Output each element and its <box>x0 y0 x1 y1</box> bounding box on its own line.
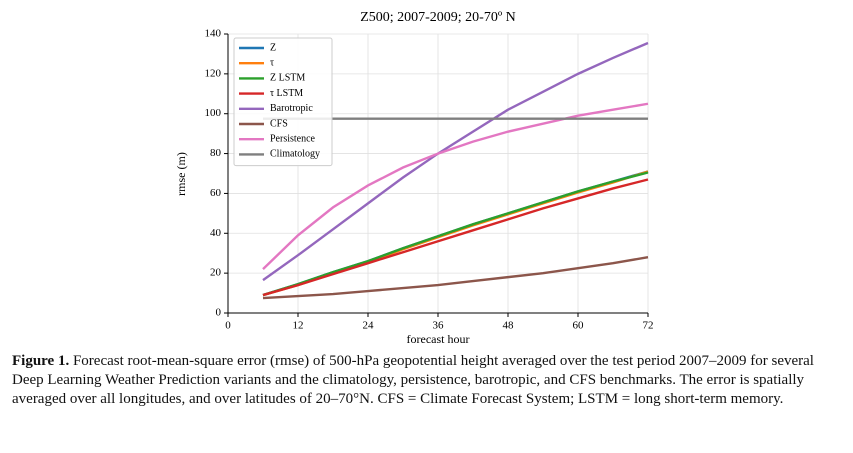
x-tick-label: 48 <box>503 320 515 332</box>
legend-label: τ <box>270 57 274 68</box>
y-tick-label: 80 <box>210 147 222 159</box>
x-axis-label: forecast hour <box>407 332 470 345</box>
y-axis-label: rmse (m) <box>174 152 188 196</box>
legend-label: Z <box>270 42 276 53</box>
y-tick-label: 120 <box>205 67 222 79</box>
series-line <box>262 41 649 282</box>
caption-label: Figure 1. <box>12 353 70 369</box>
y-tick-label: 100 <box>205 107 222 119</box>
legend-label: Barotropic <box>270 103 313 114</box>
legend-label: τ LSTM <box>270 88 303 99</box>
legend-box <box>233 37 333 167</box>
legend-label: Persistence <box>270 133 316 144</box>
y-tick-label: 40 <box>210 227 222 239</box>
x-tick-label: 72 <box>643 320 654 332</box>
x-tick-label: 0 <box>225 320 231 332</box>
legend-label: Z LSTM <box>270 73 305 84</box>
y-tick-label: 20 <box>210 267 222 279</box>
series-line <box>262 102 649 271</box>
x-tick-label: 24 <box>363 320 375 332</box>
series-line <box>262 256 649 300</box>
y-tick-label: 60 <box>210 187 222 199</box>
y-tick-label: 140 <box>205 28 222 40</box>
chart: Z500; 2007-2009; 20-70º N forecast hour … <box>174 10 654 345</box>
series-line <box>262 178 649 297</box>
x-tick-label: 36 <box>433 320 445 332</box>
legend-label: CFS <box>270 118 288 129</box>
legend-label: Climatology <box>270 149 320 160</box>
chart-title: Z500; 2007-2009; 20-70º N <box>360 10 516 25</box>
caption: Figure 1. Forecast root-mean-square erro… <box>12 352 842 409</box>
x-tick-label: 60 <box>573 320 585 332</box>
series-line <box>262 171 649 297</box>
caption-text: Forecast root-mean-square error (rmse) o… <box>12 353 814 407</box>
y-tick-label: 0 <box>216 307 222 319</box>
x-tick-label: 12 <box>293 320 304 332</box>
